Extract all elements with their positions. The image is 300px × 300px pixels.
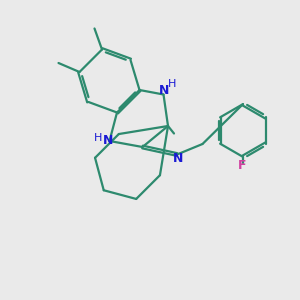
Text: H: H (168, 79, 177, 89)
Text: N: N (173, 152, 184, 165)
Text: F: F (238, 159, 247, 172)
Text: N: N (103, 134, 113, 147)
Text: H: H (94, 133, 102, 143)
Text: N: N (159, 84, 169, 97)
